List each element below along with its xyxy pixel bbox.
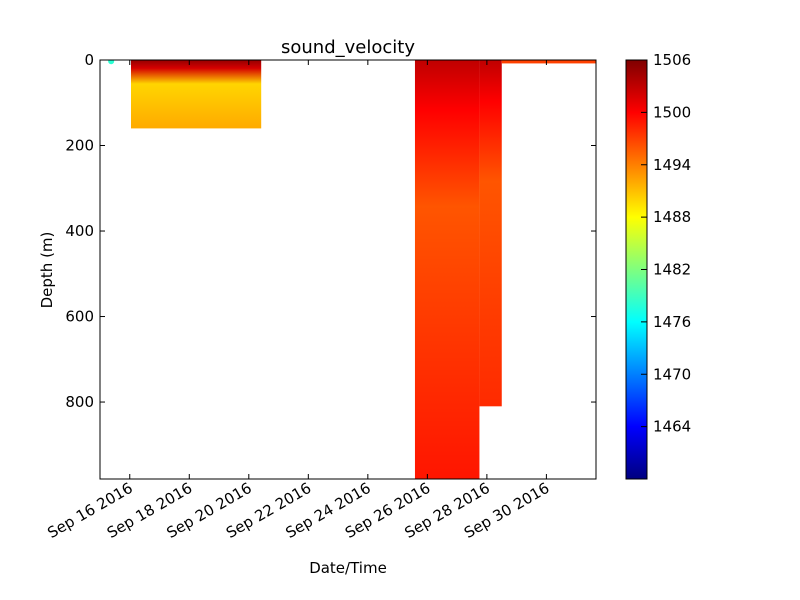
profile-band <box>414 60 480 479</box>
y-axis-label: Depth (m) <box>38 232 56 309</box>
colorbar-tick-label: 1494 <box>653 156 691 174</box>
chart-title: sound_velocity <box>281 37 415 58</box>
data-layer <box>108 60 596 479</box>
colorbar-ticks: 1506 1500 1494 1488 1482 1476 1470 1464 <box>641 51 691 436</box>
colorbar-tick-label: 1476 <box>653 313 691 331</box>
profile-band <box>501 60 596 64</box>
outlier-point <box>108 60 115 65</box>
colorbar-tick-label: 1506 <box>653 51 691 69</box>
profile-band <box>131 60 262 129</box>
colorbar-tick-label: 1470 <box>653 365 691 383</box>
colorbar-tick-label: 1500 <box>653 103 691 121</box>
colorbar-tick-label: 1464 <box>653 418 691 436</box>
plot-frame <box>99 59 597 480</box>
colorbar-tick-label: 1482 <box>653 261 691 279</box>
y-tick-label: 400 <box>65 222 94 240</box>
profile-band <box>479 60 502 407</box>
colorbar-tick-label: 1488 <box>653 208 691 226</box>
y-tick-label: 800 <box>65 393 94 411</box>
y-tick-label: 600 <box>65 308 94 326</box>
y-tick-label: 200 <box>65 137 94 155</box>
y-tick-label: 0 <box>84 51 94 69</box>
x-axis-label: Date/Time <box>309 559 387 577</box>
y-axis: 0 200 400 600 800 <box>65 51 596 411</box>
